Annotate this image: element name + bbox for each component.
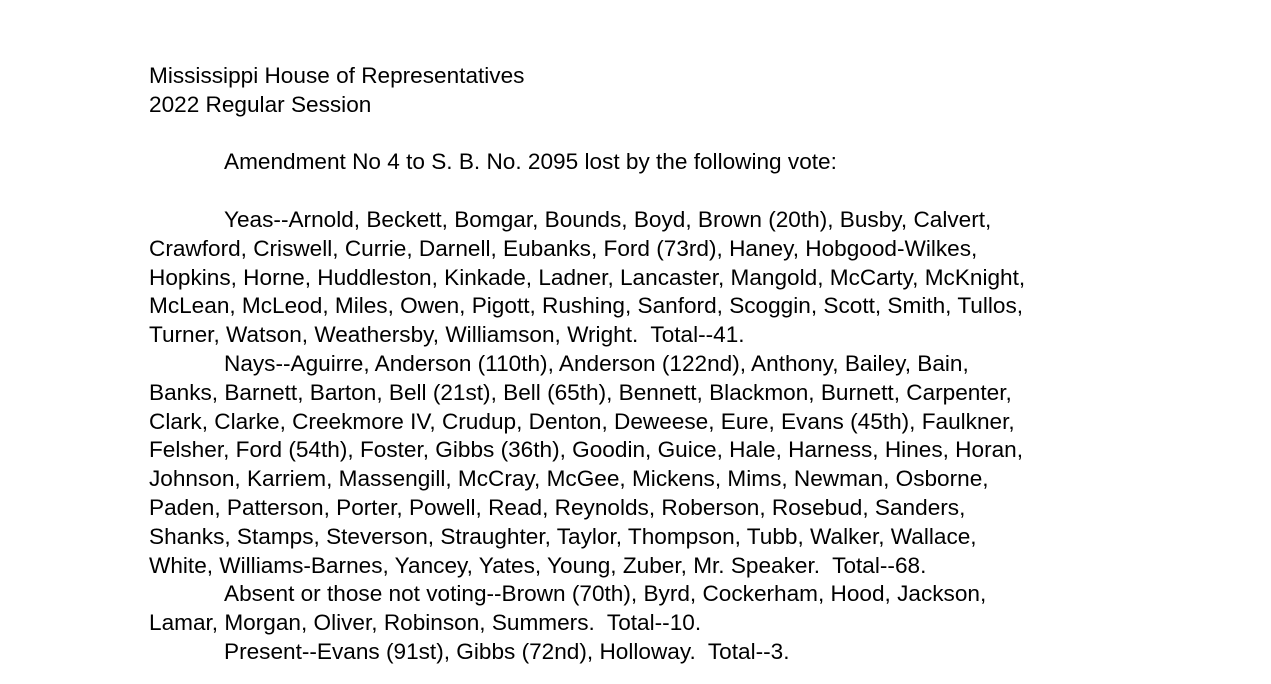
vote-line: McLean, McLeod, Miles, Owen, Pigott, Rus… (149, 293, 1024, 319)
absent-line: Absent or those not voting--Brown (70th)… (224, 581, 987, 607)
present-line: Present--Evans (91st), Gibbs (72nd), Hol… (224, 639, 790, 664)
nays-line: Nays--Aguirre, Anderson (110th), Anderso… (224, 351, 969, 376)
amendment-intro: Amendment No 4 to S. B. No. 2095 lost by… (224, 149, 837, 174)
legislative-body: Mississippi House of Representatives (149, 63, 525, 88)
yeas-line: Yeas--Arnold, Beckett, Bomgar, Bounds, B… (224, 207, 992, 232)
vote-line: Paden, Patterson, Porter, Powell, Read, … (149, 495, 966, 520)
vote-line: Felsher, Ford (54th), Foster, Gibbs (36t… (149, 437, 1023, 463)
vote-line: White, Williams-Barnes, Yancey, Yates, Y… (149, 552, 927, 578)
vote-line: Clark, Clarke, Creekmore IV, Crudup, Den… (149, 408, 1015, 434)
vote-line: Shanks, Stamps, Steverson, Straughter, T… (149, 523, 977, 549)
vote-line: Crawford, Criswell, Currie, Darnell, Eub… (149, 235, 978, 261)
vote-line: Lamar, Morgan, Oliver, Robinson, Summers… (149, 610, 702, 636)
vote-line: Johnson, Karriem, Massengill, McCray, Mc… (149, 466, 989, 492)
session-title: 2022 Regular Session (149, 92, 372, 117)
vote-line: Turner, Watson, Weathersby, Williamson, … (149, 322, 745, 348)
vote-line: Hopkins, Horne, Huddleston, Kinkade, Lad… (149, 264, 1026, 290)
vote-line: Banks, Barnett, Barton, Bell (21st), Bel… (149, 379, 1012, 405)
